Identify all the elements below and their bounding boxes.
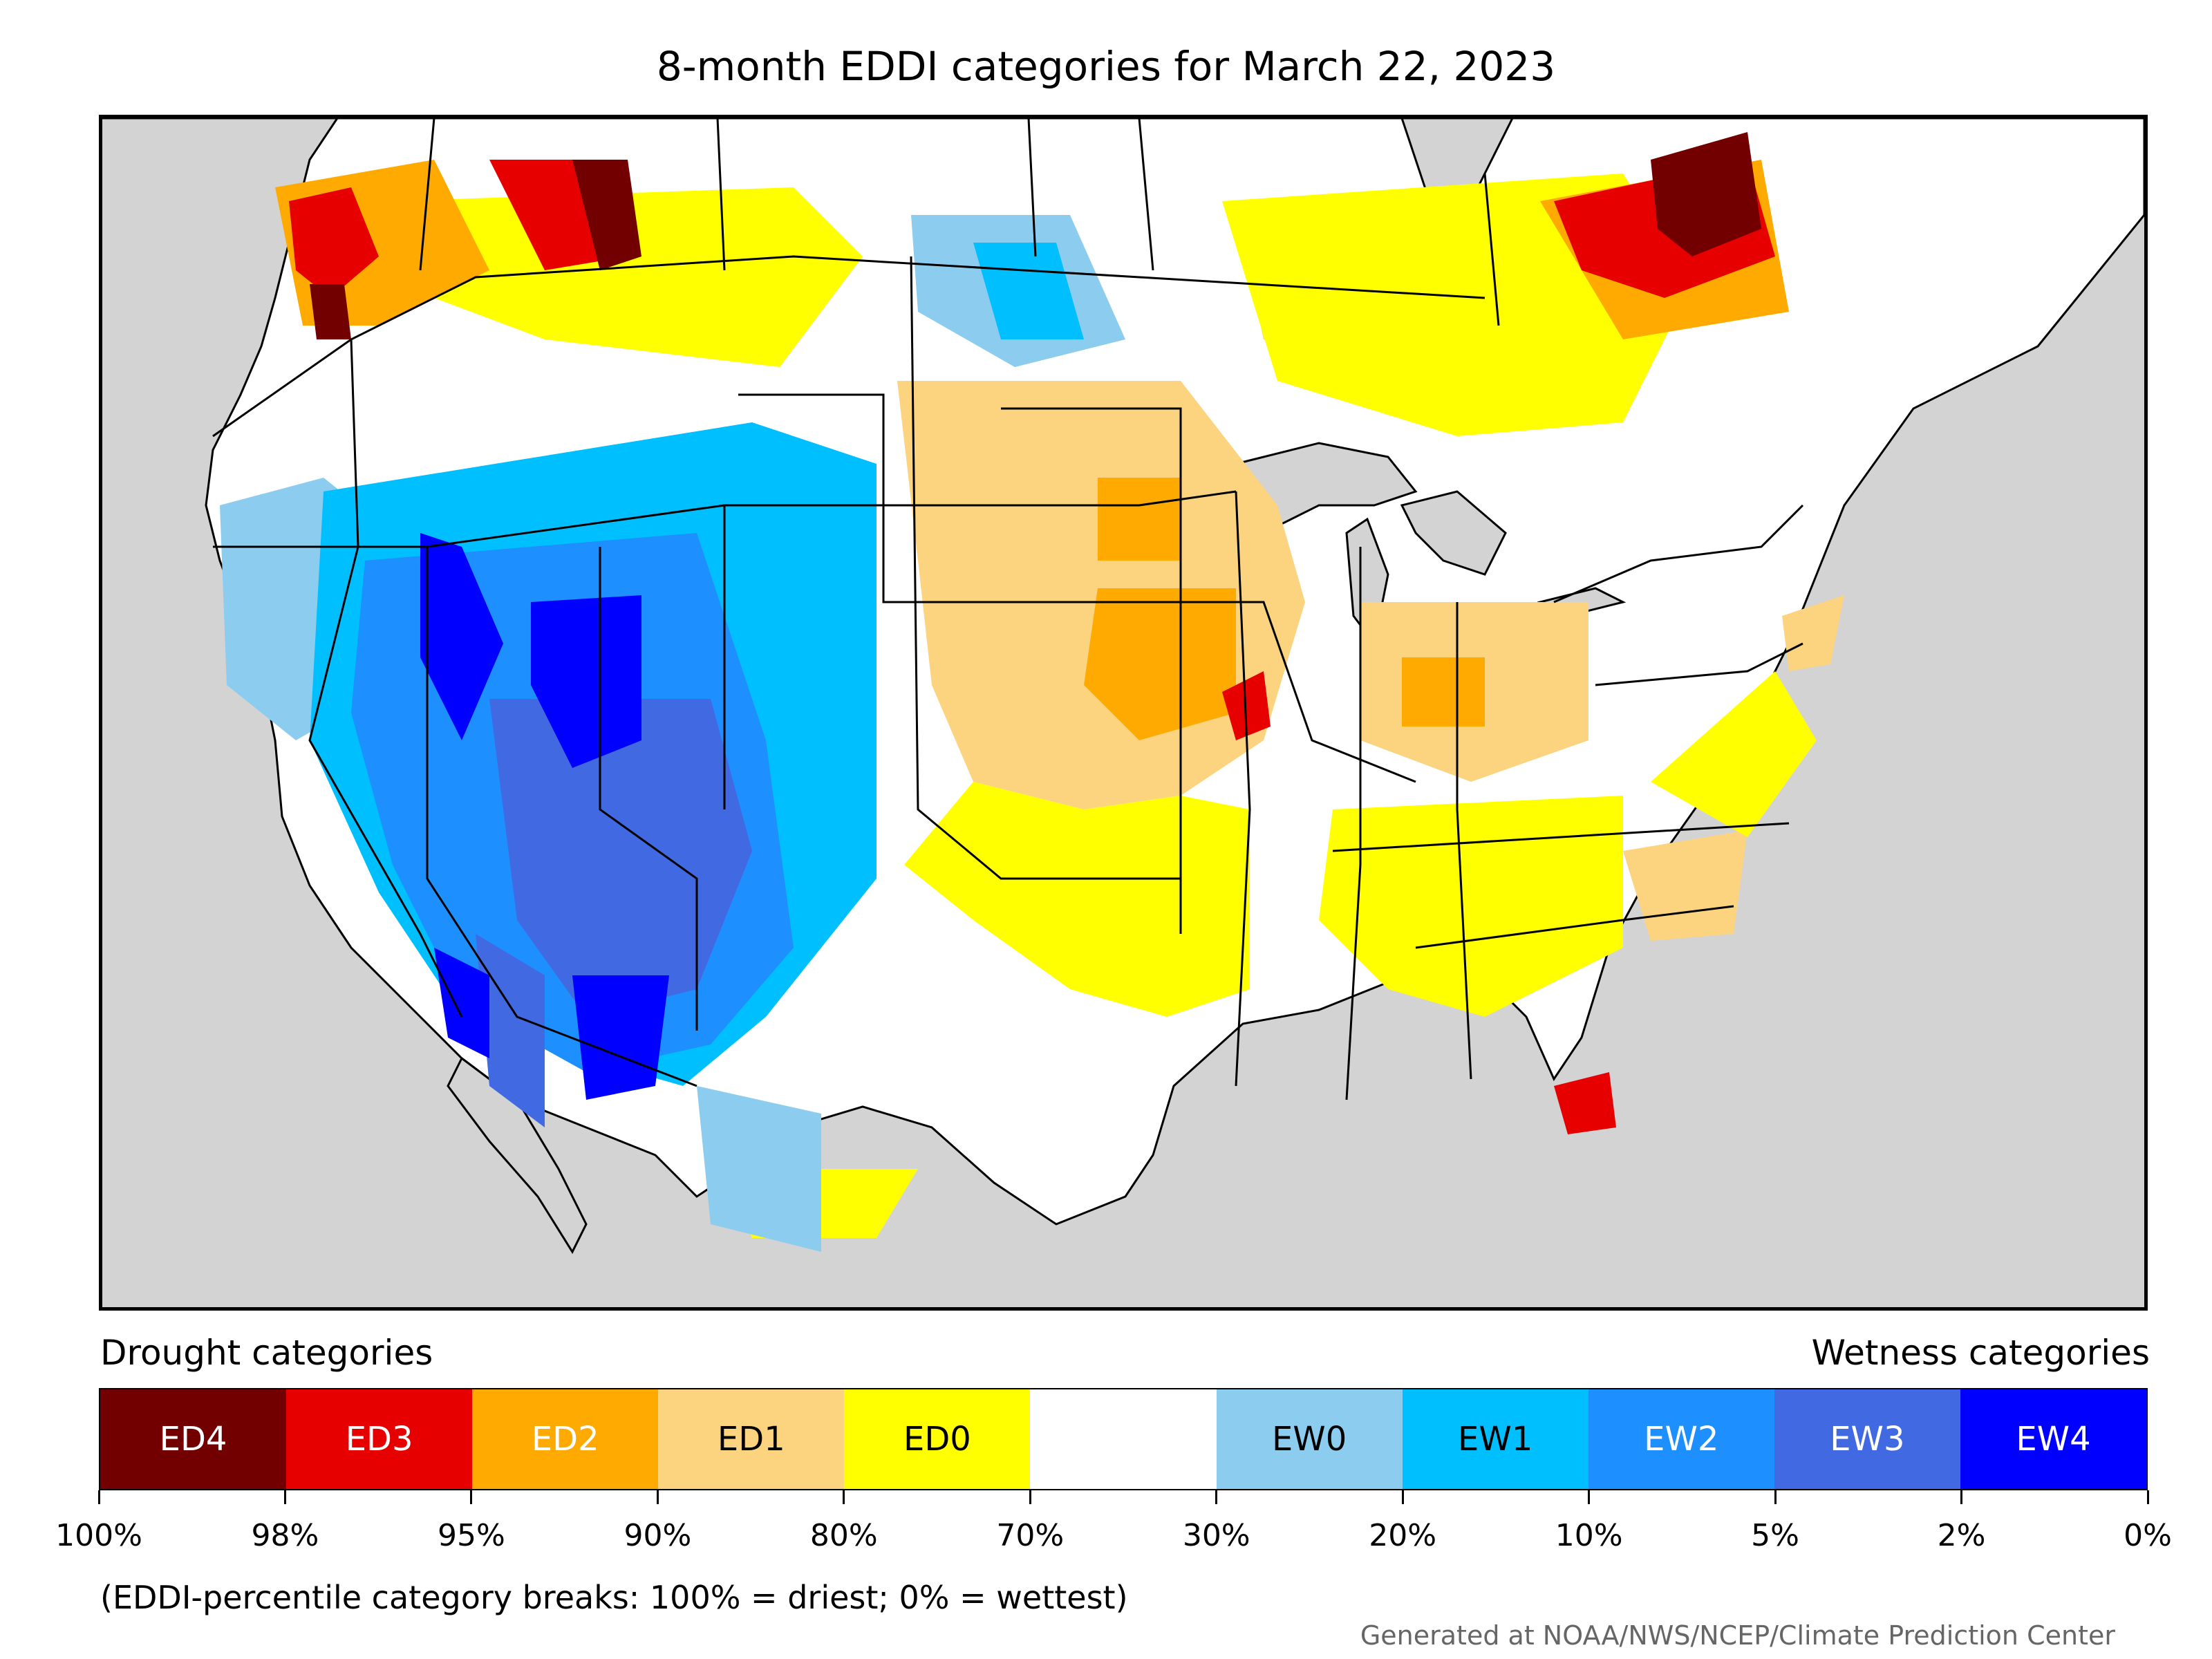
colorbar-tick-label: 70% <box>996 1518 1065 1553</box>
colorbar-cell-ed3: ED3 <box>286 1389 473 1489</box>
ew3-patch <box>489 699 752 1017</box>
colorbar-tick <box>843 1490 845 1504</box>
colorbar-cell-neutral <box>1030 1389 1217 1489</box>
colorbar-tick <box>1774 1490 1777 1504</box>
category-patches <box>220 132 1844 1252</box>
ed2-patch <box>1402 657 1485 727</box>
drought-categories-heading: Drought categories <box>100 1333 433 1373</box>
ed4-patch <box>572 160 641 270</box>
colorbar-tick-label: 20% <box>1369 1518 1437 1553</box>
colorbar-cell-ed0: ED0 <box>844 1389 1031 1489</box>
colorbar-tick <box>1029 1490 1031 1504</box>
percentile-note: (EDDI-percentile category breaks: 100% =… <box>100 1579 1128 1616</box>
ed3-patch <box>1554 1072 1616 1134</box>
colorbar-tick <box>656 1490 659 1504</box>
colorbar-cell-ew3: EW3 <box>1774 1389 1960 1489</box>
wetness-categories-heading: Wetness categories <box>1811 1333 2150 1373</box>
ew3-patch <box>476 934 545 1127</box>
eddi-map <box>102 118 2144 1255</box>
colorbar-cell-ew0: EW0 <box>1216 1389 1403 1489</box>
map-panel <box>99 115 2148 1311</box>
ed1-patch <box>1782 595 1844 671</box>
category-colorbar: ED4 ED3 ED2 ED1 ED0 EW0 EW1 EW2 EW3 EW4 <box>99 1388 2148 1490</box>
colorbar-tick-label: 2% <box>1937 1518 1986 1553</box>
colorbar-tick <box>1960 1490 1963 1504</box>
ed4-patch <box>310 284 351 339</box>
colorbar-tick-label: 98% <box>251 1518 319 1553</box>
colorbar-tick <box>1401 1490 1404 1504</box>
colorbar-cell-ed2: ED2 <box>472 1389 659 1489</box>
ew1-patch <box>973 243 1084 339</box>
colorbar-tick-label: 90% <box>624 1518 692 1553</box>
ed0-patch <box>1651 671 1817 837</box>
ed3-patch <box>1222 671 1271 740</box>
ed0-patch <box>1319 796 1623 1017</box>
colorbar-cell-ed1: ED1 <box>658 1389 845 1489</box>
colorbar-tick <box>470 1490 473 1504</box>
map-title: 8-month EDDI categories for March 22, 20… <box>656 43 1556 90</box>
ew4-patch <box>420 533 503 740</box>
colorbar-tick-label: 80% <box>809 1518 878 1553</box>
ed2-patch <box>1098 478 1181 561</box>
state-boundaries <box>212 118 1804 1100</box>
ed0-patch <box>393 187 863 367</box>
ed2-patch <box>1084 588 1236 740</box>
colorbar-tick <box>283 1490 286 1504</box>
colorbar-cell-ed4: ED4 <box>100 1389 287 1489</box>
colorbar-tick-label: 95% <box>438 1518 505 1553</box>
colorbar-ticks <box>97 1490 2149 1504</box>
colorbar-tick <box>97 1490 100 1504</box>
colorbar-tick-label: 100% <box>55 1518 142 1553</box>
ew4-patch <box>572 975 669 1100</box>
colorbar-cell-ew4: EW4 <box>1960 1389 2147 1489</box>
source-credit: Generated at NOAA/NWS/NCEP/Climate Predi… <box>1360 1620 2115 1651</box>
ed3-patch <box>289 187 379 298</box>
ed0-patch <box>904 782 1250 1017</box>
colorbar-tick <box>1588 1490 1591 1504</box>
ed1-patch <box>1623 830 1747 941</box>
colorbar-cell-ew2: EW2 <box>1588 1389 1774 1489</box>
colorbar-tick-label: 10% <box>1555 1518 1623 1553</box>
ew0-patch <box>697 1086 821 1252</box>
gulf-of-california <box>447 1056 588 1255</box>
ed4-patch <box>1651 132 1761 256</box>
ew4-patch <box>531 595 641 768</box>
colorbar-tick <box>1215 1490 1218 1504</box>
colorbar-tick-label: 0% <box>2124 1518 2172 1553</box>
colorbar-tick-label: 30% <box>1182 1518 1250 1553</box>
colorbar-cell-ew1: EW1 <box>1402 1389 1588 1489</box>
colorbar-tick <box>2146 1490 2149 1504</box>
ew4-patch <box>434 948 489 1058</box>
colorbar-tick-label: 5% <box>1751 1518 1799 1553</box>
